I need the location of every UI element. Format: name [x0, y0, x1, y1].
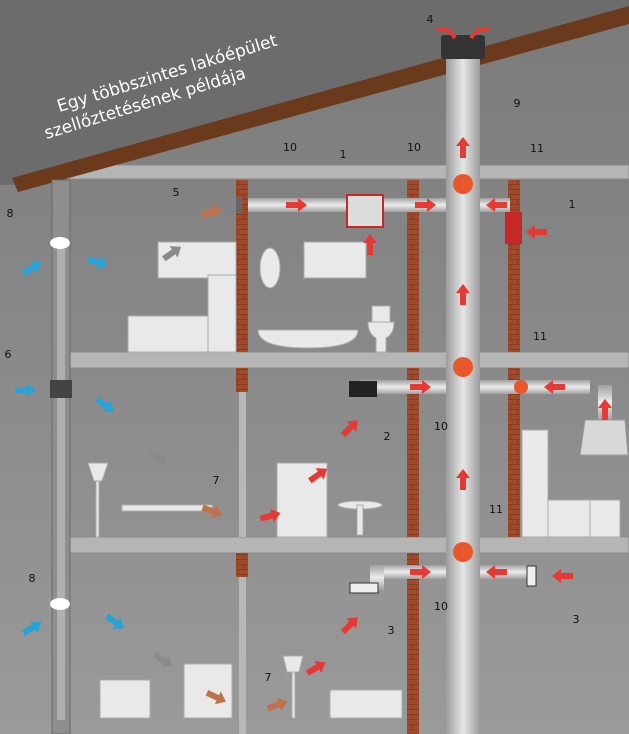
arrow: [105, 613, 125, 629]
arrow: [598, 399, 612, 420]
arrow: [153, 651, 173, 667]
hood: [579, 419, 629, 456]
arrow: [340, 617, 358, 635]
callout-number: 11: [489, 503, 503, 516]
furniture: [87, 241, 621, 719]
arrow: [95, 396, 115, 412]
callout-number: 4: [427, 13, 434, 26]
arrow: [259, 508, 281, 523]
arrow: [486, 198, 507, 212]
callout-number: 11: [533, 330, 547, 343]
callout-number: 8: [29, 572, 36, 585]
callout-number: 3: [573, 613, 580, 626]
callout-number: 1: [340, 148, 347, 161]
callout-number: 5: [173, 186, 180, 199]
arrow: [205, 690, 226, 705]
arrow: [21, 620, 42, 636]
fan-unit: [346, 194, 384, 228]
arrow: [162, 246, 182, 262]
wall-pipe: [57, 240, 65, 720]
arrow: [305, 660, 326, 676]
arrow: [86, 255, 108, 270]
callout-number: 3: [388, 624, 395, 637]
vent: [526, 565, 537, 587]
arrow: [308, 468, 328, 484]
wall-vents: [50, 237, 72, 610]
floors: [59, 164, 629, 554]
wall-unit: [505, 212, 522, 244]
arrow: [410, 565, 431, 579]
callout-number: 2: [384, 430, 391, 443]
exhaust-arrow: [469, 27, 490, 40]
arrow: [552, 569, 573, 583]
riser: [239, 577, 246, 734]
arrow: [340, 420, 358, 438]
arrow: [526, 225, 547, 239]
arrow: [544, 380, 565, 394]
arrow: [456, 469, 470, 490]
arrow: [21, 260, 42, 276]
collars: [453, 174, 528, 562]
arrow: [148, 449, 168, 465]
arrow: [415, 198, 436, 212]
roof-fan: [441, 35, 485, 59]
arrow: [15, 383, 36, 397]
arrow: [456, 137, 470, 158]
callout-number: 6: [5, 348, 12, 361]
arrow: [456, 284, 470, 305]
exhaust-arrow: [436, 27, 457, 40]
callout-number: 8: [7, 207, 14, 220]
arrow: [363, 234, 377, 255]
callout-number: 1: [569, 198, 576, 211]
arrow: [200, 204, 222, 219]
callout-number: 10: [434, 420, 448, 433]
callout-number: 10: [283, 141, 297, 154]
riser: [239, 392, 246, 537]
labels: 4 9 10 1 10 11 5 1 8 6 11 2 10 7 11 8 10 3 3 7: [5, 13, 580, 684]
arrow: [486, 565, 507, 579]
callout-number: 7: [265, 671, 272, 684]
arrow: [410, 380, 431, 394]
arrow: [201, 504, 223, 519]
callout-number: 10: [407, 141, 421, 154]
callout-number: 10: [434, 600, 448, 613]
inlet: [236, 197, 242, 213]
callout-number: 7: [213, 474, 220, 487]
arrows: [15, 27, 612, 712]
callout-number: 11: [530, 142, 544, 155]
callout-number: 9: [514, 97, 521, 110]
arrow: [266, 697, 288, 712]
main-duct: [446, 55, 480, 734]
extract-unit: [349, 381, 377, 397]
vent: [349, 582, 379, 594]
arrow: [286, 198, 307, 212]
